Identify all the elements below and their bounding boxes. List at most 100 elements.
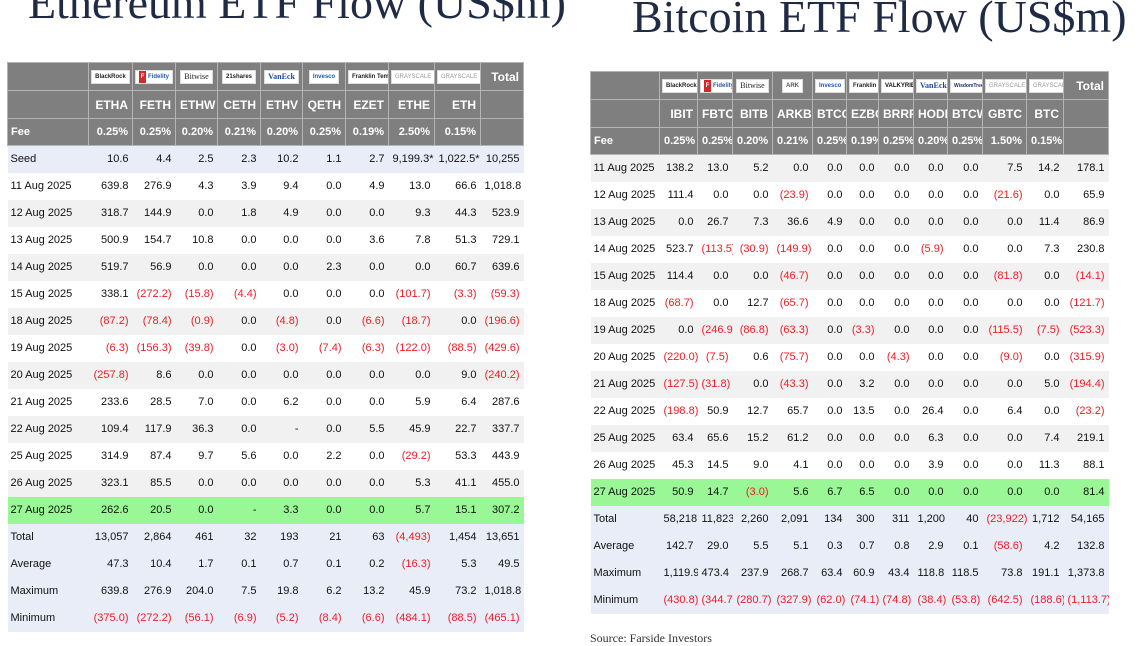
flow-value: 134 [812,505,847,533]
flow-value: (29.2) [388,442,435,470]
flow-value: 0.0 [175,253,218,281]
flow-value: 7.0 [175,388,218,416]
flow-value: 117.9 [132,415,176,443]
row-label: 18 Aug 2025 [590,289,660,317]
flow-value: 21 [302,523,346,551]
flow-value: (375.0) [88,604,133,632]
flow-value: 0.0 [878,262,914,290]
flow-value: 63.4 [659,424,698,452]
flow-value: 54,165 [1063,505,1109,533]
flow-value: 28.5 [132,388,176,416]
ticker-btcw: BTCW [947,99,983,128]
ticker-eth: ETH [434,90,481,119]
ticker-ethw: ETHW [175,90,218,119]
flow-value: 0.0 [846,451,879,479]
flow-value: 11.4 [1026,208,1064,236]
flow-value: 0.0 [217,253,261,281]
flow-value: 3.6 [345,226,389,254]
flow-value: 0.0 [345,280,389,308]
flow-value: (344.7) [697,586,733,614]
flow-value: 0.0 [217,388,261,416]
flow-value: 0.0 [345,361,389,389]
flow-value: 13,057 [88,523,133,551]
table-row: 19 Aug 2025 (6.3) (156.3) (39.8) 0.0 (3.0) (7.… [7,334,524,362]
flow-value: (484.1) [388,604,435,632]
flow-value: 49.5 [480,550,524,578]
flow-value: 276.9 [132,577,176,605]
row-label: 25 Aug 2025 [7,442,89,470]
summary-row-maximum: Maximum 639.8 276.9 204.0 7.5 19.8 6.2 13.2 45.9… [7,577,524,605]
invesco-logo-icon: Invesco [308,70,340,84]
flow-value: 22.7 [434,415,481,443]
source-note: Source: Farside Investors [590,631,712,645]
flow-value: 0.0 [388,361,435,389]
flow-value: 0.0 [913,208,948,236]
flow-value: (74.8) [878,586,914,614]
flow-value: 8.6 [132,361,176,389]
row-label: Maximum [7,577,89,605]
flow-value: 73.2 [434,577,481,605]
flow-value: 0.0 [732,370,773,398]
flow-value: 0.0 [175,469,218,497]
flow-value: 307.2 [480,496,524,524]
flow-value: (194.4) [1063,370,1109,398]
flow-value: 0.6 [732,343,773,371]
table-row: 26 Aug 2025 323.1 85.5 0.0 0.0 0.0 0.0 0.0 5.3 41… [7,469,524,497]
wisdomtree-logo-icon: WisdomTree [950,79,982,93]
flow-value: 473.4 [697,559,733,587]
flow-value: 639.8 [88,577,133,605]
flow-value: 0.0 [812,424,847,452]
flow-value: (18.7) [388,307,435,335]
flow-value: (121.7) [1063,289,1109,317]
flow-value: 5.7 [388,496,435,524]
ticker-ezet: EZET [345,90,389,119]
flow-value: 85.5 [132,469,176,497]
issuer-cell: GRAYSCALE [434,62,481,91]
flow-value: (0.9) [175,307,218,335]
flow-value: 230.8 [1063,235,1109,263]
corner-cell [7,62,89,91]
flow-value: 13.5 [846,397,879,425]
flow-value: 56.9 [132,253,176,281]
flow-value: 12.7 [732,397,773,425]
flow-value: 109.4 [88,415,133,443]
flow-value: 7.8 [388,226,435,254]
ticker-ethv: ETHV [260,90,303,119]
ticker-btc: BTC [1026,99,1064,128]
flow-value: (74.1) [846,586,879,614]
flow-value: 19.8 [260,577,303,605]
table-row: 20 Aug 2025 (220.0) (7.5) 0.6 (75.7) 0.0 0.0 (4… [590,343,1109,371]
flow-value: 0.0 [302,172,346,200]
flow-value: 0.0 [302,226,346,254]
table-row: 15 Aug 2025 114.4 0.0 0.0 (46.7) 0.0 0.0 0.0 0.0… [590,262,1109,290]
flow-value: (9.0) [982,343,1027,371]
flow-value: 0.0 [878,316,914,344]
row-label: 20 Aug 2025 [590,343,660,371]
flow-value: 6.4 [434,388,481,416]
table-row: Seed 10.6 4.4 2.5 2.3 10.2 1.1 2.7 9,199.3* 1,022… [7,145,524,173]
flow-value: 519.7 [88,253,133,281]
flow-value: 0.0 [947,397,983,425]
ticker-etha: ETHA [88,90,133,119]
row-label: 27 Aug 2025 [7,496,89,524]
total-header: Total [480,62,524,91]
flow-value: 0.0 [812,235,847,263]
summary-row-average: Average 142.7 29.0 5.5 5.1 0.3 0.7 0.8 2.9 0.1 (58… [590,532,1109,560]
flow-value: 0.0 [846,208,879,236]
flow-value: (8.4) [302,604,346,632]
table-row: 22 Aug 2025 (198.8) 50.9 12.7 65.7 0.0 13.5 0.0… [590,397,1109,425]
fee-value: 1.50% [982,127,1027,155]
flow-value: 9.0 [732,451,773,479]
table-row: 20 Aug 2025 (257.8) 8.6 0.0 0.0 0.0 0.0 0.0 0.0 9… [7,361,524,389]
flow-value: 4.4 [132,145,176,173]
flow-value: 268.7 [772,559,813,587]
flow-value: 36.3 [175,415,218,443]
21shares-logo-icon: 21shares [221,70,257,84]
flow-value: 5.0 [1026,370,1064,398]
flow-value: (53.8) [947,586,983,614]
flow-value: (6.3) [345,334,389,362]
fee-value: 0.20% [175,118,218,146]
flow-value: 337.7 [480,415,524,443]
flow-value: 53.3 [434,442,481,470]
flow-value: 4.9 [812,208,847,236]
